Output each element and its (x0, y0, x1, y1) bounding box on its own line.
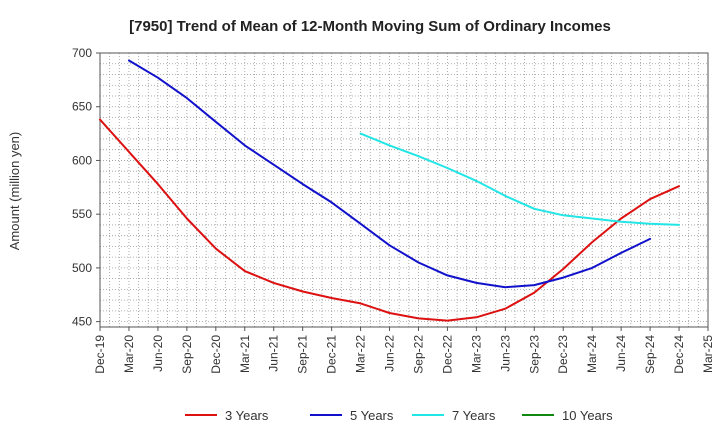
y-tick-label: 600 (72, 153, 92, 167)
x-tick-label: Dec-22 (440, 335, 454, 374)
legend-label-7-years: 7 Years (452, 408, 496, 423)
x-tick-label: Mar-23 (469, 335, 483, 373)
legend-label-5-years: 5 Years (350, 408, 394, 423)
x-axis-ticks: Dec-19 Mar-20 Jun-20 Sep-20 Dec-20 Mar-21 Jun-… (93, 327, 715, 374)
x-tick-label: Mar-21 (238, 335, 252, 373)
x-tick-label: Mar-22 (354, 335, 368, 373)
plot-frame (99, 52, 709, 328)
x-tick-label: Sep-20 (180, 335, 194, 374)
x-tick-label: Sep-21 (296, 335, 310, 374)
x-tick-label: Dec-20 (209, 335, 223, 374)
x-tick-label: Jun-23 (498, 335, 512, 372)
chart-title: [7950] Trend of Mean of 12-Month Moving … (129, 18, 611, 35)
x-tick-label: Dec-19 (93, 335, 107, 374)
x-tick-label: Dec-23 (556, 335, 570, 374)
x-tick-label: Dec-21 (325, 335, 339, 374)
y-tick-label: 550 (72, 207, 92, 221)
series-line-3-years (99, 118, 680, 322)
x-tick-label: Jun-22 (383, 335, 397, 372)
series-line-5-years (128, 59, 652, 289)
y-tick-label: 500 (72, 261, 92, 275)
series-lines (99, 59, 680, 322)
x-tick-label: Sep-24 (643, 335, 657, 374)
legend-label-3-years: 3 Years (225, 408, 269, 423)
legend-label-10-years: 10 Years (562, 408, 613, 423)
y-tick-label: 650 (72, 100, 92, 114)
legend: 3 Years 5 Years 7 Years 10 Years (185, 408, 613, 423)
x-tick-label: Mar-25 (701, 335, 715, 373)
x-tick-label: Jun-24 (614, 335, 628, 372)
x-tick-label: Mar-20 (122, 335, 136, 373)
y-axis-label: Amount (million yen) (7, 132, 22, 251)
y-tick-label: 700 (72, 46, 92, 60)
x-tick-label: Jun-21 (267, 335, 281, 372)
x-tick-label: Dec-24 (672, 335, 686, 374)
x-tick-label: Mar-24 (585, 335, 599, 373)
y-axis-ticks: 450 500 550 600 650 700 (72, 46, 100, 329)
x-tick-label: Sep-23 (527, 335, 541, 374)
x-tick-label: Sep-22 (411, 335, 425, 374)
x-tick-label: Jun-20 (151, 335, 165, 372)
grid (100, 53, 708, 327)
y-tick-label: 450 (72, 315, 92, 329)
series-line-7-years (359, 132, 680, 226)
